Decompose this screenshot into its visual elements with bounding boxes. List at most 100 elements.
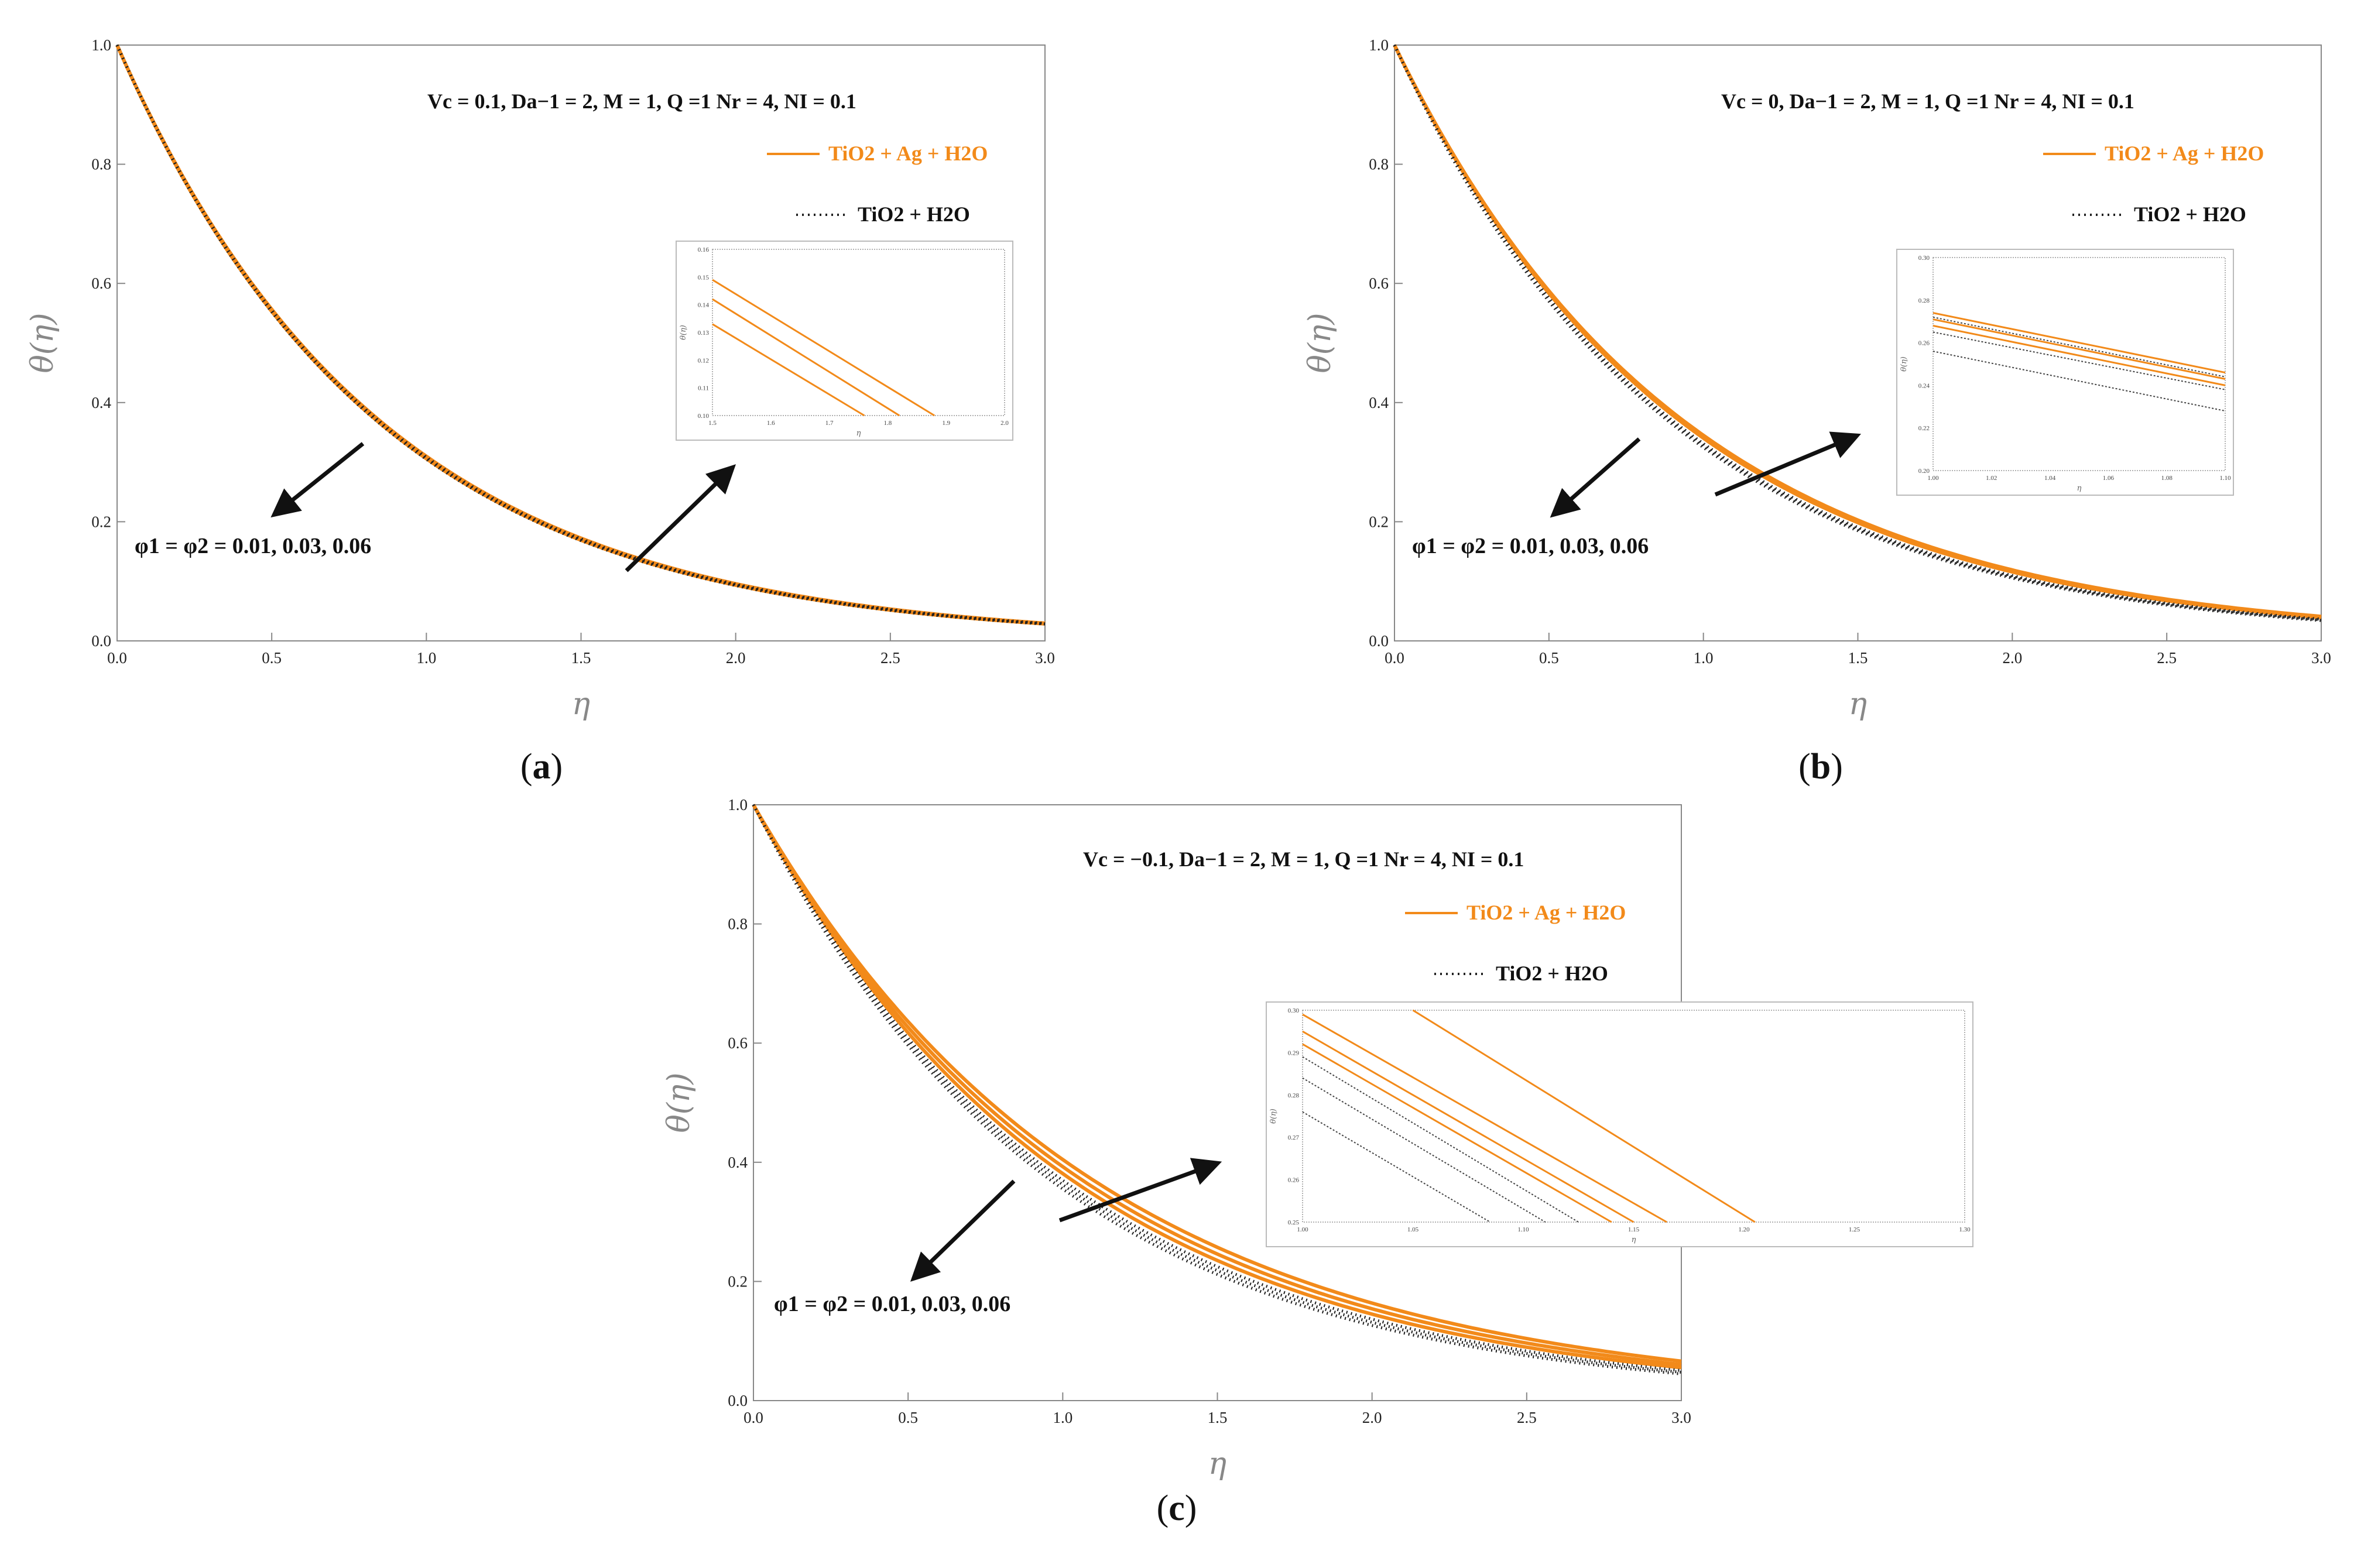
x-tick-label: 0.5 (898, 1409, 918, 1426)
x-tick-label: 0.5 (262, 649, 282, 667)
inset-x-tick-label: 1.04 (2044, 475, 2056, 482)
inset-x-tick-label: 1.6 (767, 420, 775, 427)
y-tick-label: 1.0 (91, 36, 111, 54)
y-axis-label: θ(η) (662, 1072, 697, 1133)
x-tick-label: 3.0 (1035, 649, 1055, 667)
x-tick-label: 3.0 (2311, 649, 2331, 667)
panel-bracket: ) (1831, 747, 1843, 787)
inset-x-tick-label: 1.00 (1297, 1226, 1308, 1233)
inset-x-tick-label: 2.0 (1000, 420, 1009, 427)
inset-x-tick-label: 1.10 (2219, 475, 2231, 482)
panel-letter: b (1811, 747, 1831, 787)
legend-label-mono: TiO2 + H2O (1496, 962, 1608, 985)
inset-y-tick-label: 0.25 (1288, 1219, 1300, 1226)
inset-frame (1932, 257, 2226, 471)
panel-bracket: ( (1798, 747, 1811, 787)
y-tick-label: 0.2 (91, 513, 111, 530)
inset-x-tick-label: 1.8 (884, 420, 892, 427)
y-tick-label: 0.8 (91, 156, 111, 173)
inset-y-tick-label: 0.16 (698, 246, 710, 253)
x-tick-label: 1.5 (1208, 1409, 1228, 1426)
inset-x-tick-label: 1.7 (825, 420, 834, 427)
inset-x-tick-label: 1.9 (942, 420, 950, 427)
x-tick-label: 2.5 (880, 649, 900, 667)
y-tick-label: 0.4 (728, 1154, 748, 1171)
phi-annotation: φ1 = φ2 = 0.01, 0.03, 0.06 (1412, 534, 1649, 558)
x-tick-label: 2.5 (2157, 649, 2177, 667)
x-tick-label: 0.5 (1539, 649, 1559, 667)
panel-a: 0.0 0.5 1.0 1.5 2.0 2.5 3.0 0.0 0.2 0.4 0.6 0.8 1.0 η… (25, 36, 1055, 787)
x-axis-label: η (1849, 687, 1867, 722)
inset-x-label: η (2077, 484, 2082, 493)
inset-plot: 1.00 1.02 1.04 1.06 1.08 1.10 0.20 0.22 0.24 0.26… (1896, 249, 2234, 496)
annotation-arrow (910, 1179, 1016, 1282)
x-tick-label: 2.0 (726, 649, 746, 667)
inset-y-tick-label: 0.28 (1918, 297, 1930, 304)
inset-y-tick-label: 0.11 (698, 385, 709, 392)
inset-background (1266, 1001, 1973, 1247)
inset-y-tick-label: 0.30 (1288, 1007, 1300, 1014)
annotation-arrow (1714, 431, 1862, 497)
series-line-tio2-h2o (752, 804, 1682, 1375)
legend-label-mono: TiO2 + H2O (858, 203, 970, 226)
series-line-tio2-h2o (115, 44, 1046, 626)
inset-x-tick-label: 1.06 (2103, 475, 2115, 482)
inset-line-hybrid (1302, 1030, 1635, 1223)
inset-x-label: η (1632, 1236, 1636, 1244)
inset-y-tick-label: 0.30 (1918, 255, 1930, 262)
inset-line-mono (1932, 331, 2226, 390)
phi-annotation: φ1 = φ2 = 0.01, 0.03, 0.06 (135, 534, 371, 558)
inset-line-mono (1302, 1111, 1490, 1223)
inset-x-tick-label: 1.25 (1849, 1226, 1860, 1233)
y-axis-label: θ(η) (1303, 313, 1338, 373)
inset-y-label: θ(η) (679, 325, 688, 340)
inset-y-tick-label: 0.24 (1918, 382, 1930, 389)
inset-line-hybrid (1932, 312, 2226, 374)
series-line-tio2-h2o (752, 804, 1682, 1374)
inset-y-tick-label: 0.13 (698, 330, 710, 337)
inset-y-label: θ(η) (1900, 356, 1908, 372)
inset-y-tick-label: 0.14 (698, 302, 710, 309)
series-line-tio2-ag-h2o (752, 804, 1682, 1370)
inset-frame (1302, 1010, 1965, 1223)
inset-plot: 1.00 1.05 1.10 1.15 1.20 1.25 1.30 0.25 0.26 0.27… (1266, 1001, 1973, 1247)
x-tick-label: 3.0 (1671, 1409, 1691, 1426)
y-tick-label: 0.2 (1369, 513, 1389, 530)
inset-x-tick-label: 1.08 (2161, 475, 2173, 482)
inset-y-tick-label: 0.20 (1918, 468, 1930, 475)
x-tick-label: 0.0 (107, 649, 127, 667)
inset-x-tick-label: 1.20 (1738, 1226, 1750, 1233)
inset-background (1896, 249, 2234, 496)
inset-line-mono (1302, 1077, 1546, 1223)
y-tick-label: 0.0 (91, 632, 111, 650)
panel-bracket: ( (520, 747, 533, 787)
inset-line-hybrid (712, 298, 900, 417)
inset-x-tick-label: 1.15 (1628, 1226, 1640, 1233)
params-annotation: Vc = 0, Da−1 = 2, M = 1, Q =1 Nr = 4, NI… (1721, 90, 2134, 113)
inset-line-mono (1302, 1056, 1579, 1223)
inset-line-hybrid (1302, 1013, 1667, 1223)
x-axis-label: η (1208, 1446, 1226, 1481)
inset-y-tick-label: 0.26 (1918, 340, 1930, 347)
y-tick-label: 0.4 (1369, 394, 1389, 411)
series-line-tio2-h2o (1393, 44, 2322, 622)
inset-y-label: θ(η) (1269, 1109, 1278, 1124)
x-tick-label: 1.0 (416, 649, 436, 667)
y-tick-label: 0.6 (728, 1034, 748, 1052)
annotation-arrow (1058, 1158, 1222, 1223)
inset-line-mono (1932, 351, 2226, 412)
panel-letter: a (533, 747, 551, 787)
panel-letter: c (1169, 1488, 1185, 1528)
inset-x-tick-label: 1.00 (1927, 475, 1939, 482)
inset-background (676, 241, 1013, 441)
panel-bracket: ) (1185, 1488, 1197, 1528)
x-tick-label: 1.5 (1848, 649, 1868, 667)
inset-x-tick-label: 1.02 (1986, 475, 1997, 482)
y-tick-label: 0.0 (728, 1392, 748, 1409)
inset-line-hybrid (1932, 325, 2226, 386)
series-line-tio2-ag-h2o (752, 804, 1682, 1363)
inset-x-tick-label: 1.10 (1517, 1226, 1529, 1233)
x-tick-label: 0.0 (743, 1409, 763, 1426)
y-tick-label: 1.0 (1369, 36, 1389, 54)
inset-y-tick-label: 0.29 (1288, 1049, 1300, 1056)
